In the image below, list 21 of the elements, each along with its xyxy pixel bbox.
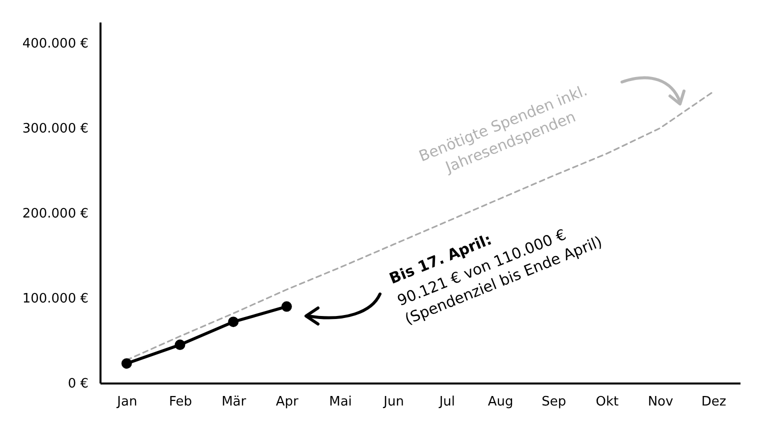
y-tick-label: 400.000 €	[22, 36, 88, 52]
x-tick-label: Jun	[382, 394, 404, 410]
x-tick-label: Jul	[438, 394, 456, 410]
y-tick-label: 100.000 €	[22, 292, 88, 307]
x-tick-label: Sep	[542, 394, 566, 410]
x-tick-label: Jan	[116, 394, 138, 410]
x-tick-label: Aug	[488, 394, 514, 410]
x-tick-label: Feb	[168, 394, 192, 410]
y-tick-label: 300.000 €	[22, 122, 88, 137]
point	[121, 358, 132, 369]
point	[281, 301, 292, 312]
x-tick-label: Okt	[596, 394, 619, 410]
x-tick-label: Mai	[329, 394, 352, 410]
point	[174, 340, 186, 350]
x-tick-label: Dez	[701, 394, 726, 410]
x-tick-label: Apr	[276, 394, 300, 410]
y-tick-label: 200.000 €	[22, 206, 88, 222]
x-tick-label: Mär	[222, 394, 247, 410]
x-tick-label: Nov	[648, 394, 674, 410]
point	[228, 316, 239, 328]
y-tick-label: 0 €	[68, 376, 88, 392]
